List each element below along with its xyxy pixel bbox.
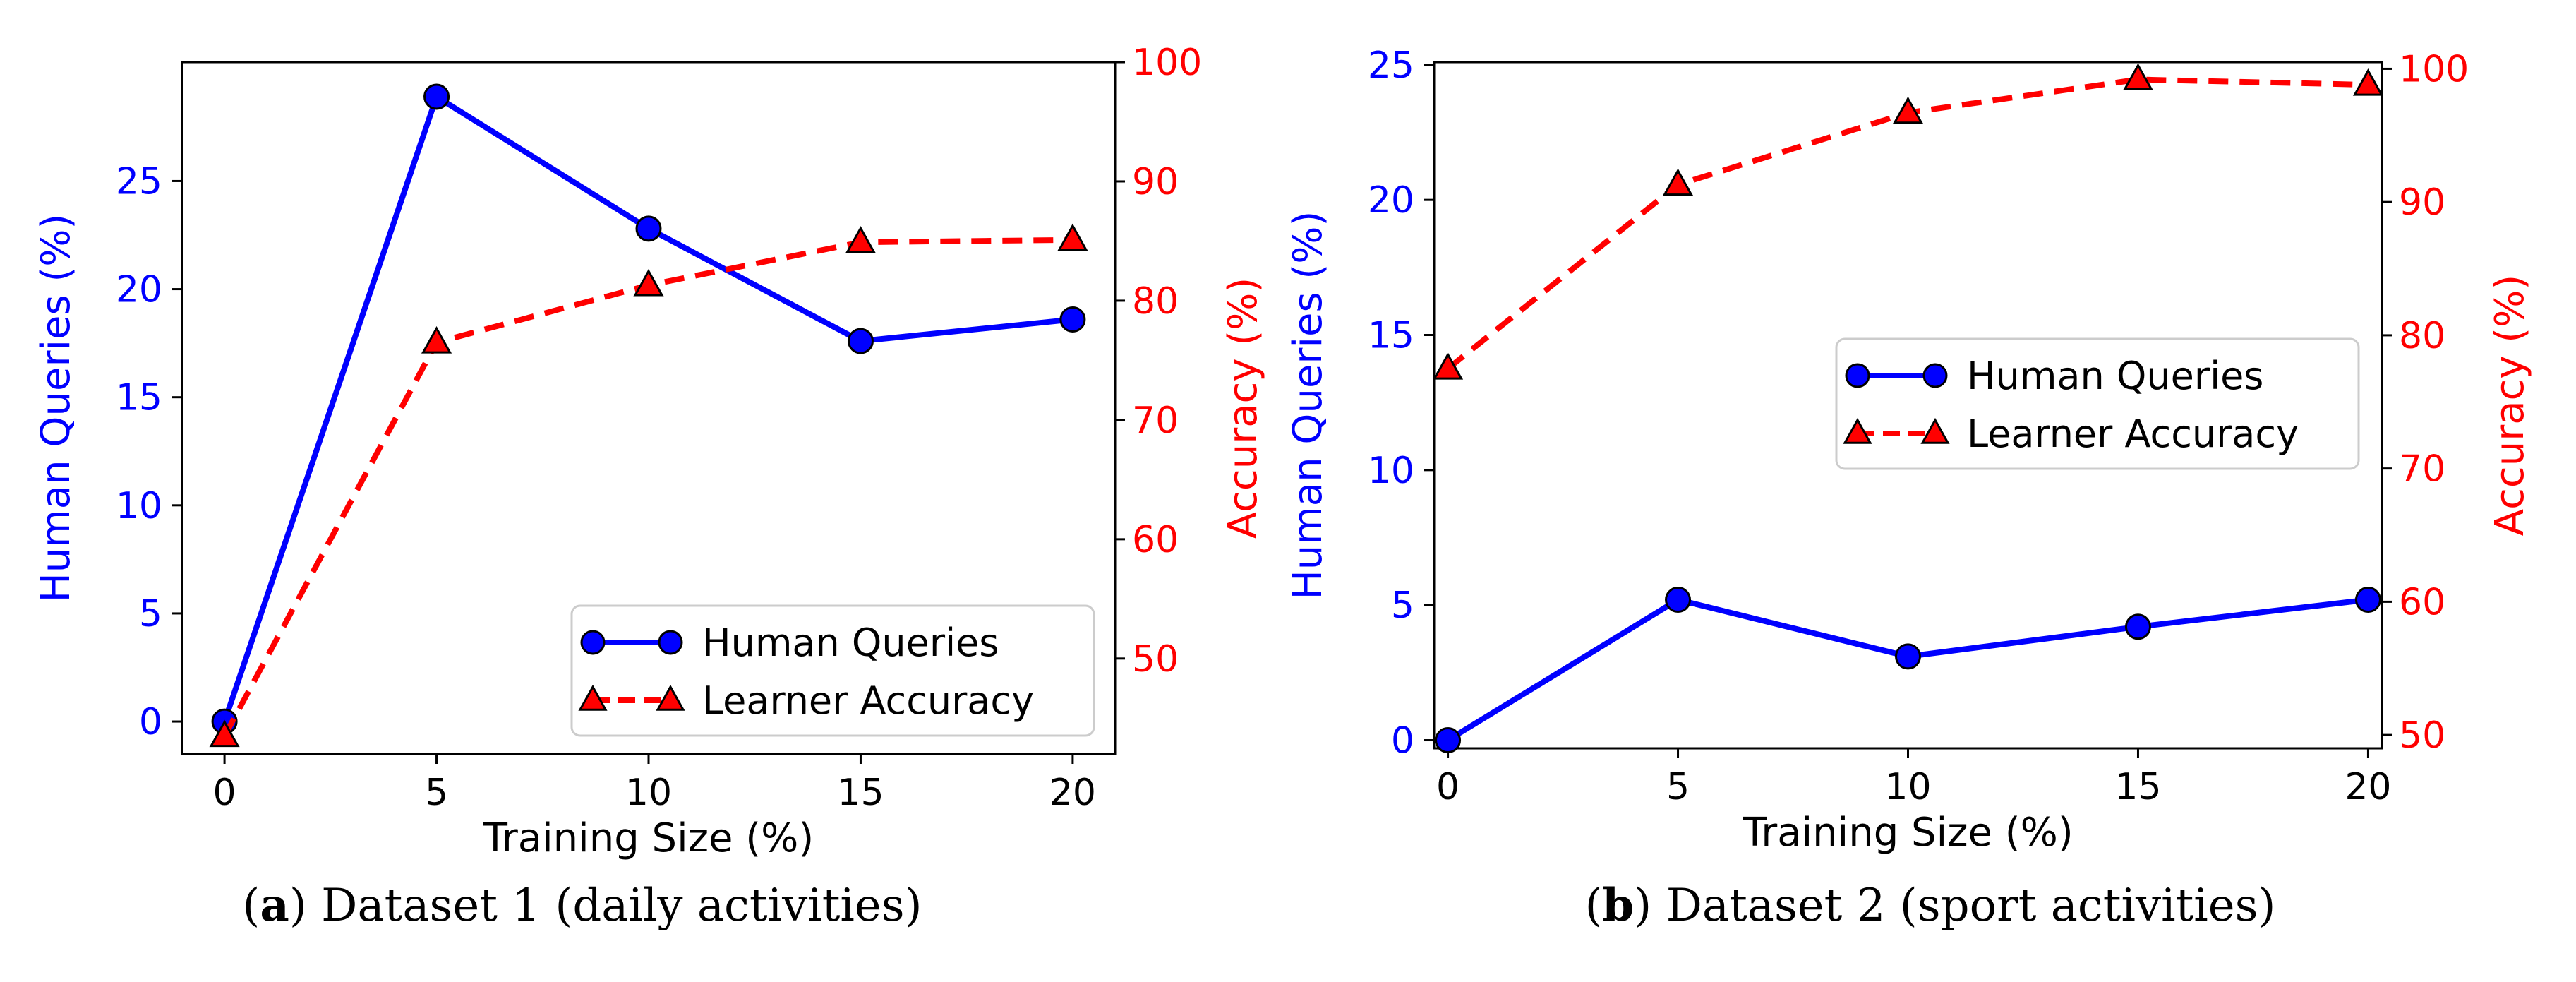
learner-accuracy-point bbox=[633, 268, 664, 297]
legend-human-queries-label: Human Queries bbox=[702, 621, 999, 665]
learner-accuracy-point bbox=[2122, 63, 2154, 91]
learner-accuracy-point bbox=[1057, 223, 1088, 251]
y-left-tick-label: 0 bbox=[139, 701, 162, 743]
caption-a-letter: a bbox=[260, 879, 289, 932]
y-left-tick-label: 10 bbox=[116, 485, 162, 527]
human-queries-point bbox=[635, 215, 662, 242]
y-left-tick-label: 20 bbox=[116, 269, 162, 311]
legend-human-queries-label: Human Queries bbox=[1967, 354, 2263, 398]
x-tick-label: 20 bbox=[2345, 766, 2391, 808]
chart-panel-b: 0 5 10 15 20 0 5 10 15 20 25 50 60 70 80 90 100 Training … bbox=[1285, 44, 2533, 856]
chart-panel-a: 0 5 10 15 20 0 5 10 15 20 25 50 60 70 80 90 100 Training … bbox=[33, 42, 1266, 861]
y-left-tick-label: 25 bbox=[1368, 44, 1414, 87]
legend-learner-accuracy-marker bbox=[1843, 417, 1872, 444]
y-right-axis-label: Accuracy (%) bbox=[1220, 277, 1266, 539]
y-right-tick-label: 100 bbox=[1132, 42, 1202, 84]
x-axis-label: Training Size (%) bbox=[1742, 810, 2073, 856]
x-tick-label: 10 bbox=[1884, 766, 1931, 808]
y-right-tick-label: 70 bbox=[2399, 448, 2445, 491]
legend-learner-accuracy-marker bbox=[1920, 417, 1950, 444]
y-right-tick-label: 60 bbox=[2399, 581, 2445, 623]
human-queries-point bbox=[1435, 727, 1462, 754]
y-right-tick-label: 60 bbox=[1132, 519, 1179, 561]
human-queries-point bbox=[2124, 613, 2151, 640]
caption-b: (b) Dataset 2 (sport activities) bbox=[1584, 879, 2276, 932]
y-left-tick-label: 15 bbox=[116, 377, 162, 419]
legend-human-queries-marker bbox=[1845, 363, 1870, 388]
y-left-axis-label: Human Queries (%) bbox=[1285, 211, 1331, 600]
human-queries-point bbox=[1665, 587, 1692, 613]
y-right-tick-label: 100 bbox=[2399, 48, 2469, 90]
y-left-tick-label: 10 bbox=[1368, 450, 1414, 492]
human-queries-point bbox=[1895, 643, 1921, 670]
y-left-axis-label: Human Queries (%) bbox=[33, 214, 79, 603]
y-left-tick-label: 15 bbox=[1368, 315, 1414, 357]
x-tick-label: 10 bbox=[625, 772, 672, 814]
human-queries-point bbox=[1059, 306, 1086, 333]
learner-accuracy-point bbox=[209, 719, 240, 748]
caption-b-text: ) Dataset 2 (sport activities) bbox=[1634, 880, 2276, 932]
legend-box bbox=[1835, 337, 2360, 470]
human-queries-point bbox=[423, 83, 450, 110]
y-left-tick-label: 5 bbox=[1391, 585, 1414, 627]
x-tick-label: 15 bbox=[837, 772, 884, 814]
learner-accuracy-point bbox=[1662, 168, 1694, 196]
y-right-tick-label: 50 bbox=[1132, 638, 1179, 681]
caption-a: (a) Dataset 1 (daily activities) bbox=[242, 879, 922, 932]
caption-b-letter: b bbox=[1602, 879, 1635, 932]
y-right-tick-label: 70 bbox=[1132, 400, 1179, 442]
y-left-tick-label: 0 bbox=[1391, 720, 1414, 762]
y-right-tick-label: 80 bbox=[2399, 315, 2445, 357]
legend-human-queries-marker bbox=[1922, 363, 1948, 388]
y-right-tick-label: 80 bbox=[1132, 280, 1179, 323]
human-queries-point bbox=[2354, 587, 2381, 613]
x-tick-label: 20 bbox=[1049, 772, 1096, 814]
x-axis-label: Training Size (%) bbox=[483, 815, 814, 861]
legend-learner-accuracy-marker bbox=[656, 684, 685, 711]
x-tick-label: 0 bbox=[1436, 766, 1459, 808]
y-right-axis-label: Accuracy (%) bbox=[2487, 275, 2533, 536]
y-left-tick-label: 25 bbox=[116, 160, 162, 203]
human-queries-point bbox=[847, 328, 874, 354]
x-tick-label: 0 bbox=[213, 772, 236, 814]
y-left-tick-label: 5 bbox=[139, 593, 162, 635]
legend-learner-accuracy-label: Learner Accuracy bbox=[702, 678, 1034, 723]
learner-accuracy-point bbox=[1433, 352, 1464, 380]
caption-a-text: ) Dataset 1 (daily activities) bbox=[289, 880, 922, 932]
y-right-tick-label: 90 bbox=[2399, 181, 2445, 224]
y-right-tick-label: 90 bbox=[1132, 161, 1179, 203]
y-left-tick-label: 20 bbox=[1368, 179, 1414, 222]
legend-learner-accuracy-marker bbox=[578, 684, 608, 711]
y-right-tick-label: 50 bbox=[2399, 714, 2445, 757]
x-tick-label: 5 bbox=[1666, 766, 1690, 808]
legend-human-queries-marker bbox=[580, 630, 606, 655]
learner-accuracy-point bbox=[2352, 68, 2383, 96]
x-tick-label: 5 bbox=[425, 772, 448, 814]
legend-human-queries-marker bbox=[658, 630, 683, 655]
learner-accuracy-point bbox=[421, 325, 452, 354]
learner-accuracy-point bbox=[1892, 96, 1924, 124]
legend-learner-accuracy-label: Learner Accuracy bbox=[1967, 412, 2299, 456]
legend-box bbox=[570, 604, 1095, 737]
x-tick-label: 15 bbox=[2114, 766, 2161, 808]
human-queries-line bbox=[1446, 597, 2369, 743]
learner-accuracy-point bbox=[845, 226, 877, 253]
